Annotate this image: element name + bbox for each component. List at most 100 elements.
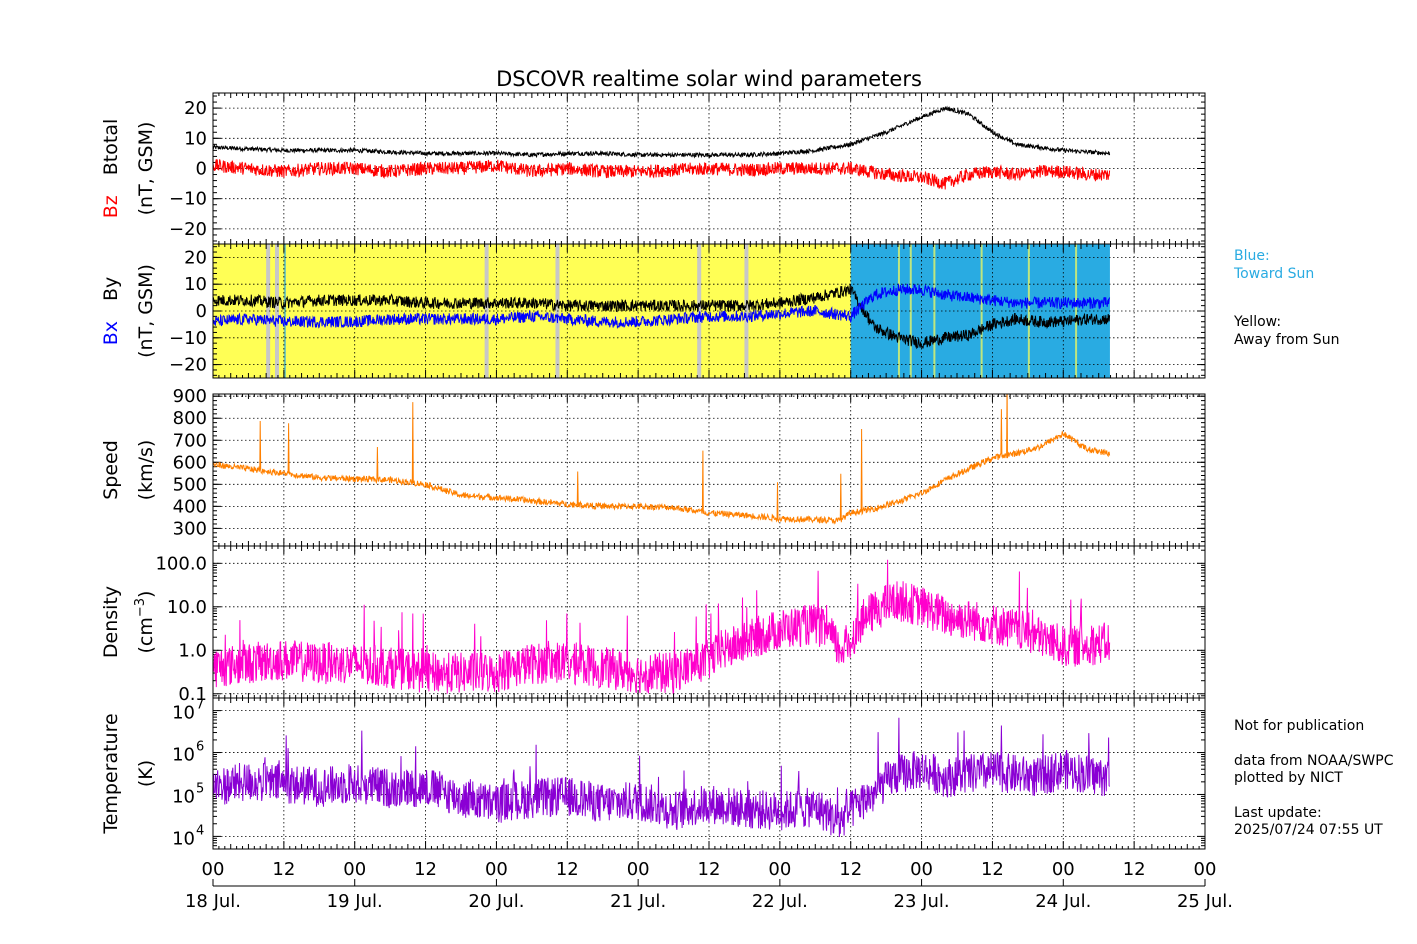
not-for-publication-note: Not for publication: [1234, 718, 1364, 734]
y-axis-label-main: Bz Btotal: [100, 119, 122, 219]
y-axis-label-main: Bx By: [100, 277, 122, 346]
x-hour-label: 12: [839, 859, 862, 880]
y-tick-label: 100.0: [155, 553, 207, 574]
x-hour-label: 12: [556, 859, 579, 880]
y-tick-label: 10: [184, 128, 207, 149]
x-hour-label: 00: [627, 859, 650, 880]
panel-group: 20 10 0 −10 −20 Bz Btotal (nT, GSM) 20 10 0 −10 −20 B…: [100, 92, 1206, 850]
legend-yellow-title: Yellow:: [1233, 314, 1281, 330]
panel-density: 100.0 10.0 1.0 0.1 Density (cm−3): [100, 545, 1206, 705]
series-density-line: [213, 559, 1111, 695]
y-tick-label: 1.0: [178, 640, 207, 661]
y-axis-label-primary: By: [100, 277, 122, 301]
x-day-label: 23 Jul.: [894, 891, 950, 912]
series-btotal-line: [213, 105, 1111, 159]
y-tick-label: 500: [173, 474, 207, 495]
y-tick-label: −20: [169, 219, 207, 240]
y-tick-exponent: 6: [196, 740, 204, 755]
y-tick-label: 10: [184, 274, 207, 295]
legend-blue-title: Blue:: [1234, 248, 1270, 264]
y-axis-title: Temperature (K): [100, 713, 157, 834]
series-speed-line: [213, 394, 1111, 525]
y-axis-label-main: Speed: [100, 440, 122, 500]
y-tick-label: −10: [169, 189, 207, 210]
y-tick-label: 0: [196, 301, 207, 322]
y-tick-label: 0: [196, 159, 207, 180]
x-hour-label: 00: [202, 859, 225, 880]
y-tick-label: 10.0: [167, 597, 207, 618]
away-sector-band: [213, 244, 851, 378]
sector-background: [213, 244, 1110, 378]
series-bx-line: [213, 283, 1111, 330]
last-update-value: 2025/07/24 07:55 UT: [1234, 822, 1383, 838]
data-gap-band: [266, 244, 271, 378]
sector-stripe: [897, 244, 900, 378]
y-tick-label: 400: [173, 496, 207, 517]
y-axis-label-unit: (cm−3): [133, 591, 157, 654]
x-day-label: 25 Jul.: [1177, 891, 1233, 912]
x-hour-label: 12: [1123, 859, 1146, 880]
y-tick-label: 800: [173, 408, 207, 429]
y-tick-label: 600: [173, 452, 207, 473]
series-group: [213, 283, 1111, 350]
series-temperature-line: [213, 717, 1111, 838]
sector-stripe: [1027, 244, 1030, 378]
panel-by-bx: 20 10 0 −10 −20 Bx By (nT, GSM): [100, 243, 1206, 379]
y-tick-label: −10: [169, 328, 207, 349]
panel-frame: [212, 697, 1206, 850]
sector-stripe: [1075, 244, 1078, 378]
y-axis-label-second: Bx: [100, 321, 122, 345]
y-axis-label-unit: (K): [135, 760, 157, 787]
x-hour-label: 00: [1052, 859, 1075, 880]
series-group: [213, 717, 1111, 838]
y-axis-label-main: Density: [100, 586, 122, 658]
y-tick-label: 300: [173, 518, 207, 539]
y-axis-label-second: Bz: [100, 195, 122, 218]
x-day-label: 18 Jul.: [185, 891, 241, 912]
y-axis-label-unit: (nT, GSM): [135, 122, 157, 216]
sector-stripe: [909, 244, 912, 378]
y-tick-label: −20: [169, 355, 207, 376]
y-tick-label: 10: [172, 703, 195, 724]
y-axis-title: Bz Btotal (nT, GSM): [100, 119, 157, 219]
series-group: [213, 105, 1111, 190]
y-tick-label: 700: [173, 430, 207, 451]
y-axis-title: Speed (km/s): [100, 440, 157, 501]
x-hour-label: 12: [272, 859, 295, 880]
y-tick-exponent: 7: [196, 698, 204, 713]
x-day-label: 24 Jul.: [1035, 891, 1091, 912]
y-axis-title: Bx By (nT, GSM): [100, 264, 157, 358]
plotted-by-note: plotted by NICT: [1234, 770, 1343, 786]
x-hour-label: 12: [981, 859, 1004, 880]
y-tick-label: 20: [184, 247, 207, 268]
sector-stripe: [283, 244, 286, 378]
y-axis-label-unit: (nT, GSM): [135, 264, 157, 358]
series-group: [213, 394, 1111, 525]
panel-frame: [212, 243, 1206, 379]
data-gap-band: [697, 244, 702, 378]
series-by-line: [213, 283, 1111, 350]
series-bz-line: [213, 159, 1111, 190]
last-update-label: Last update:: [1234, 805, 1322, 821]
series-group: [213, 559, 1111, 695]
legend-yellow-text: Away from Sun: [1234, 332, 1339, 348]
y-tick-exponent: 5: [196, 781, 204, 796]
x-day-label: 20 Jul.: [468, 891, 524, 912]
x-hour-label: 00: [485, 859, 508, 880]
x-hour-label: 00: [343, 859, 366, 880]
figure-title: DSCOVR realtime solar wind parameters: [496, 67, 922, 91]
y-tick-label: 900: [173, 386, 207, 407]
y-axis-title: Density (cm−3): [100, 586, 157, 658]
y-tick-exponent: 4: [196, 823, 204, 838]
y-tick-label: 10: [172, 828, 195, 849]
x-hour-label: 12: [414, 859, 437, 880]
legend-blue-text: Toward Sun: [1233, 266, 1314, 282]
y-axis-label-unit-power: −3: [133, 598, 148, 617]
x-day-label: 19 Jul.: [327, 891, 383, 912]
x-hour-label: 00: [1194, 859, 1217, 880]
y-axis-label-unit: (km/s): [135, 440, 157, 501]
x-hour-label: 12: [698, 859, 721, 880]
